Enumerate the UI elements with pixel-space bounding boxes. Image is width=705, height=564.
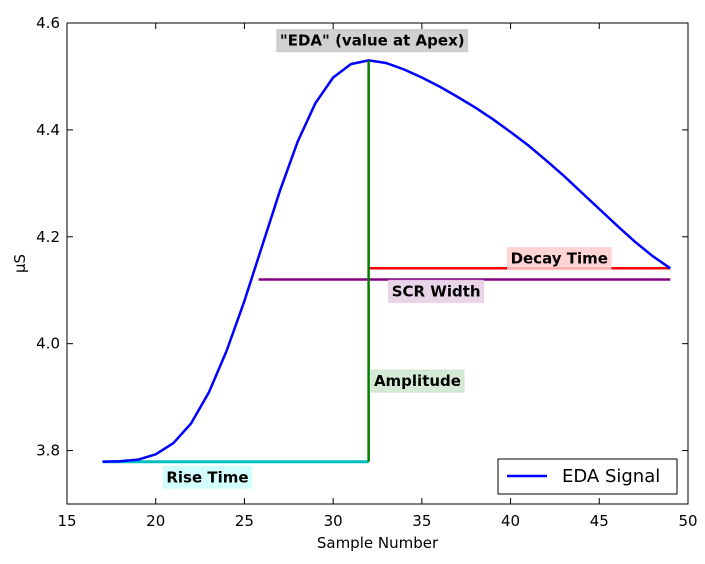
annotation-label: "EDA" (value at Apex) bbox=[280, 32, 465, 50]
x-tick-label: 45 bbox=[590, 512, 609, 530]
x-tick-label: 50 bbox=[678, 512, 697, 530]
annotation-label: SCR Width bbox=[392, 282, 481, 300]
series-line-eda-signal bbox=[102, 59, 671, 464]
x-tick-label: 30 bbox=[324, 512, 343, 530]
y-tick-label: 4.4 bbox=[36, 121, 60, 139]
x-tick-label: 25 bbox=[235, 512, 254, 530]
x-tick-label: 35 bbox=[412, 512, 431, 530]
annotation-layer: "EDA" (value at Apex) Decay Time SCR Width… bbox=[162, 29, 612, 489]
annotation: SCR Width bbox=[388, 279, 485, 303]
annotation-label: Amplitude bbox=[374, 372, 461, 390]
annotation-box bbox=[388, 279, 485, 303]
annotation-box bbox=[276, 29, 469, 53]
annotation: Rise Time bbox=[162, 465, 253, 489]
annotation-box bbox=[370, 369, 465, 393]
legend-label: EDA Signal bbox=[562, 466, 660, 487]
x-axis-title: Sample Number bbox=[317, 534, 439, 552]
annotation-box bbox=[507, 247, 612, 271]
x-tick-label: 20 bbox=[146, 512, 165, 530]
legend: EDA Signal bbox=[497, 458, 678, 495]
x-tick-label: 40 bbox=[501, 512, 520, 530]
annotation-box bbox=[162, 465, 253, 489]
annotation: Amplitude bbox=[370, 369, 465, 393]
y-tick-label: 3.8 bbox=[36, 442, 60, 460]
y-tick-label: 4.6 bbox=[36, 14, 60, 32]
tick-layer: 15 20 25 30 35 40 45 50 3.8 4.0 4.2 4.4 4.6 bbox=[36, 14, 697, 530]
y-tick-label: 4.2 bbox=[36, 228, 60, 246]
annotation-label: Decay Time bbox=[511, 250, 608, 268]
x-tick-label: 15 bbox=[57, 512, 76, 530]
annotation: "EDA" (value at Apex) bbox=[276, 29, 469, 53]
plot-frame bbox=[66, 22, 689, 505]
annotation: Decay Time bbox=[507, 247, 612, 271]
annotation-label: Rise Time bbox=[166, 468, 248, 486]
y-tick-label: 4.0 bbox=[36, 335, 60, 353]
y-axis-title: μS bbox=[11, 254, 29, 273]
